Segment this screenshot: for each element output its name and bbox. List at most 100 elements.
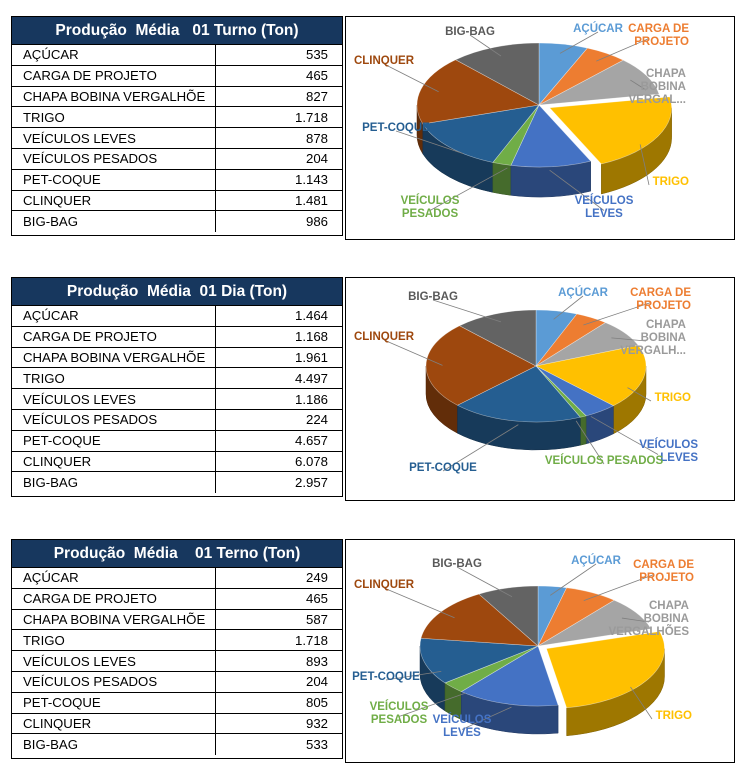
- row-value: 535: [305, 47, 328, 63]
- row-category: CLINQUER: [12, 451, 216, 472]
- pie-side-veiculos-pesados: [492, 162, 512, 196]
- row-value: 533: [305, 737, 328, 753]
- leader-line: [383, 587, 455, 619]
- leader-line: [590, 416, 659, 455]
- panel-turno: Produção Média 01 Turno (Ton) AÇÚCAR 535 C…: [11, 16, 735, 240]
- pie-label-pet-coque: PET-COQUE: [352, 671, 420, 683]
- row-value: 827: [305, 88, 328, 104]
- pie-label-acucar: AÇÚCAR: [558, 286, 609, 299]
- table-row: BIG-BAG 986: [12, 211, 342, 233]
- row-category: CLINQUER: [12, 713, 216, 734]
- row-value: 1.961: [294, 349, 328, 365]
- row-category: VEÍCULOS LEVES: [12, 128, 216, 148]
- pie-sides: [416, 104, 672, 198]
- pie-sides: [425, 365, 647, 451]
- pie-slice-clinquer: [425, 325, 537, 406]
- row-category: CARGA DE PROJETO: [12, 588, 216, 609]
- row-category: AÇÚCAR: [12, 45, 216, 65]
- table-row: CLINQUER 6.078: [12, 451, 342, 473]
- row-category: CARGA DE PROJETO: [12, 65, 216, 86]
- leader-line: [583, 574, 655, 601]
- row-category: AÇÚCAR: [12, 306, 216, 326]
- table-terno: Produção Média 01 Terno (Ton) AÇÚCAR 249 C…: [11, 539, 343, 759]
- leader-line: [639, 144, 650, 186]
- pie-slice-pet-coque: [419, 637, 539, 684]
- pie-svg: AÇÚCAR CARGA DE PROJETO CHAPA BOBINA VERGALH.…: [354, 286, 698, 474]
- pie-label-clinquer: CLINQUER: [354, 55, 415, 67]
- table-row: BIG-BAG 2.957: [12, 472, 342, 494]
- pie-svg: AÇÚCAR CARGA DE PROJETO CHAPA BOBINA VERGAL..…: [354, 22, 689, 220]
- pie-label-veiculos-leves: VEÍCULOS LEVES: [575, 194, 634, 220]
- row-category: VEÍCULOS LEVES: [12, 389, 216, 409]
- row-category: PET-COQUE: [12, 430, 216, 451]
- pie-slice-chapa-bobina: [537, 599, 652, 647]
- table-title: Produção Média 01 Terno (Ton): [12, 540, 342, 568]
- leader-line: [432, 299, 502, 323]
- row-value: 6.078: [294, 453, 328, 469]
- row-value: 805: [305, 695, 328, 711]
- table-row: CLINQUER 1.481: [12, 190, 342, 212]
- pie-label-veiculos-leves: VEÍCULOS LEVES: [433, 713, 492, 739]
- row-category: CLINQUER: [12, 190, 216, 211]
- pie-label-veiculos-pesados: VEÍCULOS PESADOS: [370, 700, 429, 726]
- pie-slice-big-bag: [458, 309, 537, 367]
- leader-line: [456, 566, 513, 598]
- row-value: 986: [305, 214, 328, 230]
- row-category: PET-COQUE: [12, 692, 216, 713]
- row-value: 224: [305, 412, 328, 428]
- leader-line: [385, 670, 442, 681]
- row-category: TRIGO: [12, 368, 216, 389]
- pie-label-veiculos-pesados: VEÍCULOS PESADOS: [545, 454, 664, 467]
- row-category: AÇÚCAR: [12, 568, 216, 588]
- row-value: 1.718: [294, 632, 328, 648]
- leader-line: [583, 302, 652, 326]
- row-value: 465: [305, 591, 328, 607]
- row-category: BIG-BAG: [12, 211, 216, 233]
- table-row: VEÍCULOS PESADOS 204: [12, 148, 342, 170]
- pie-side-veiculos-pesados: [580, 415, 587, 446]
- leader-line: [429, 167, 508, 211]
- row-category: CARGA DE PROJETO: [12, 326, 216, 347]
- pie-label-veiculos-pesados: VEÍCULOS PESADOS: [401, 194, 460, 220]
- leader-line: [611, 337, 647, 342]
- row-category: BIG-BAG: [12, 472, 216, 494]
- table-body: AÇÚCAR 1.464 CARGA DE PROJETO 1.168 CHAPA BO…: [12, 306, 342, 494]
- pie-slice-big-bag: [454, 42, 540, 106]
- table-row: AÇÚCAR 249: [12, 568, 342, 589]
- panel-dia: Produção Média 01 Dia (Ton) AÇÚCAR 1.464 C…: [11, 277, 735, 501]
- row-value: 465: [305, 68, 328, 84]
- panel-terno: Produção Média 01 Terno (Ton) AÇÚCAR 249 C…: [11, 539, 735, 763]
- pie-slice-veiculos-leves: [510, 104, 592, 168]
- pie-chart-turno: AÇÚCAR CARGA DE PROJETO CHAPA BOBINA VERGAL..…: [345, 16, 735, 240]
- pie-label-clinquer: CLINQUER: [354, 331, 415, 343]
- table-row: CARGA DE PROJETO 465: [12, 588, 342, 610]
- pie-slice-trigo: [546, 631, 665, 709]
- row-value: 878: [305, 130, 328, 146]
- row-value: 249: [305, 570, 328, 586]
- leader-line: [383, 63, 439, 93]
- row-category: CHAPA BOBINA VERGALHÕE: [12, 609, 216, 630]
- pie-label-clinquer: CLINQUER: [354, 579, 415, 591]
- pie-label-acucar: AÇÚCAR: [573, 22, 624, 35]
- row-value: 1.186: [294, 391, 328, 407]
- pie-label-pet-coque: PET-COQUE: [409, 462, 477, 474]
- pie-slice-big-bag: [478, 585, 539, 647]
- pie-chart-terno: AÇÚCAR CARGA DE PROJETO CHAPA BOBINA VERGALHÕ…: [345, 539, 735, 763]
- pie-slice-chapa-bobina: [538, 59, 660, 106]
- row-value: 932: [305, 715, 328, 731]
- row-value: 2.957: [294, 475, 328, 491]
- leader-line: [442, 424, 519, 472]
- table-title: Produção Média 01 Dia (Ton): [12, 278, 342, 306]
- row-value: 1.718: [294, 109, 328, 125]
- table-row: VEÍCULOS PESADOS 224: [12, 409, 342, 431]
- pie-label-chapa-bobina: CHAPA BOBINA VERGALHÕES: [608, 600, 689, 638]
- pie-label-chapa-bobina: CHAPA BOBINA VERGAL...: [628, 68, 686, 106]
- pie-label-acucar: AÇÚCAR: [571, 554, 622, 567]
- leader-line: [395, 130, 464, 154]
- row-value: 204: [305, 674, 328, 690]
- table-row: PET-COQUE 4.657: [12, 430, 342, 452]
- row-category: VEÍCULOS LEVES: [12, 651, 216, 671]
- row-category: VEÍCULOS PESADOS: [12, 409, 216, 430]
- table-row: CHAPA BOBINA VERGALHÕE 1.961: [12, 347, 342, 369]
- row-category: PET-COQUE: [12, 169, 216, 190]
